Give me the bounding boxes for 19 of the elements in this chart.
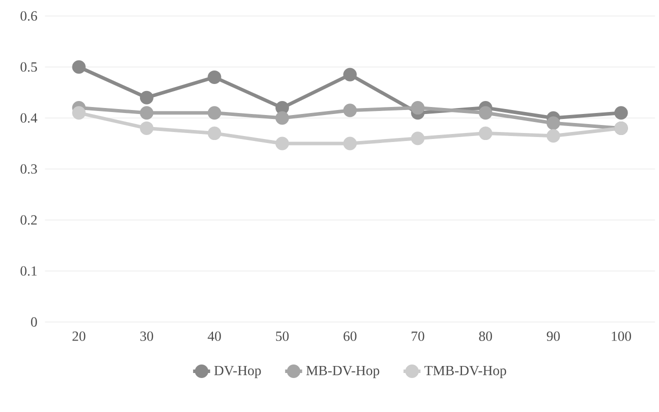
y-tick-label: 0.4 — [20, 113, 38, 123]
y-tick-label: 0.5 — [20, 62, 37, 72]
y-tick-label: 0.1 — [20, 266, 37, 276]
x-tick-label: 100 — [612, 332, 632, 341]
x-tick-label: 90 — [546, 332, 560, 341]
x-tick-label: 80 — [479, 332, 492, 341]
legend-label: DV-Hop — [214, 366, 261, 378]
legend-label: TMB-DV-Hop — [424, 366, 506, 378]
x-tick-label: 60 — [344, 332, 356, 341]
x-tick-label: 50 — [276, 332, 289, 341]
x-tick-label: 20 — [72, 332, 86, 341]
legend-label: MB-DV-Hop — [306, 366, 380, 378]
y-tick-label: 0 — [31, 317, 37, 327]
y-tick-label: 0.6 — [20, 11, 38, 21]
y-tick-label: 0.2 — [20, 215, 37, 225]
x-tick-label: 70 — [412, 332, 424, 341]
x-tick-label: 40 — [208, 332, 221, 341]
x-tick-label: 30 — [140, 332, 154, 341]
y-tick-label: 0.3 — [20, 164, 37, 174]
